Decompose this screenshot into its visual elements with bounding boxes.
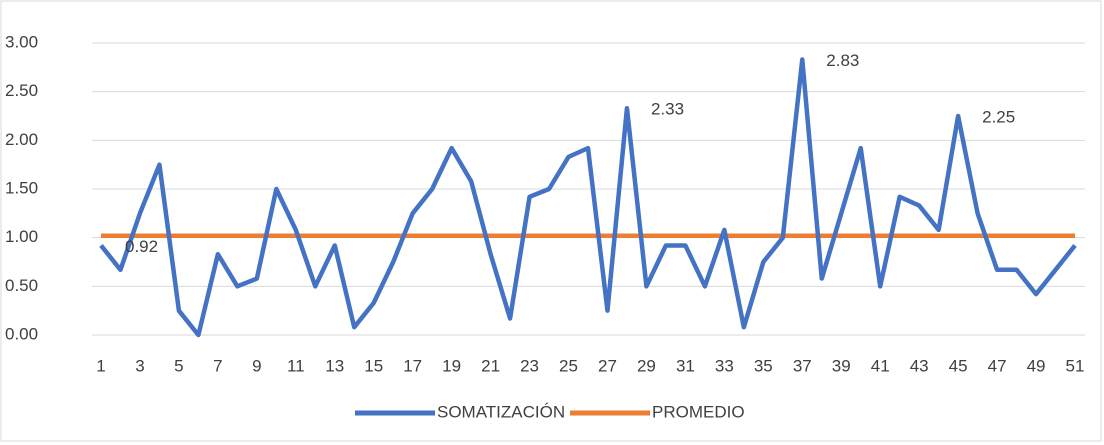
x-tick-label: 25 [559, 356, 578, 375]
x-tick-label: 31 [676, 356, 695, 375]
x-tick-label: 23 [520, 356, 539, 375]
y-tick-label: 2.00 [5, 130, 38, 149]
x-tick-label: 47 [988, 356, 1007, 375]
x-tick-label: 21 [481, 356, 500, 375]
x-tick-label: 1 [96, 356, 105, 375]
x-tick-label: 13 [325, 356, 344, 375]
x-tick-label: 29 [637, 356, 656, 375]
data-label: 2.33 [651, 100, 684, 119]
y-tick-label: 3.00 [5, 32, 38, 51]
x-tick-label: 49 [1027, 356, 1046, 375]
x-tick-label: 11 [287, 356, 305, 375]
x-tick-label: 3 [135, 356, 144, 375]
y-tick-label: 0.50 [5, 276, 38, 295]
x-tick-label: 45 [949, 356, 968, 375]
x-tick-label: 43 [910, 356, 929, 375]
x-tick-label: 7 [213, 356, 222, 375]
x-tick-label: 27 [598, 356, 617, 375]
x-tick-label: 15 [364, 356, 383, 375]
x-tick-label: 35 [754, 356, 773, 375]
x-tick-label: 19 [442, 356, 461, 375]
x-tick-label: 41 [871, 356, 890, 375]
x-tick-label: 17 [403, 356, 422, 375]
series-line [99, 57, 1077, 338]
x-tick-label: 9 [252, 356, 261, 375]
data-label: 2.83 [826, 51, 859, 70]
legend-label: PROMEDIO [652, 402, 745, 421]
x-tick-label: 37 [793, 356, 812, 375]
x-tick-label: 51 [1066, 356, 1085, 375]
x-tick-label: 39 [832, 356, 851, 375]
data-label: 2.25 [982, 107, 1015, 126]
y-tick-label: 0.00 [5, 324, 38, 343]
y-tick-label: 2.50 [5, 81, 38, 100]
y-tick-label: 1.50 [5, 178, 38, 197]
x-tick-label: 5 [174, 356, 183, 375]
y-tick-label: 1.00 [5, 227, 38, 246]
x-tick-label: 33 [715, 356, 734, 375]
data-label: 0.92 [125, 237, 158, 256]
legend-label: SOMATIZACIÓN [437, 402, 565, 421]
